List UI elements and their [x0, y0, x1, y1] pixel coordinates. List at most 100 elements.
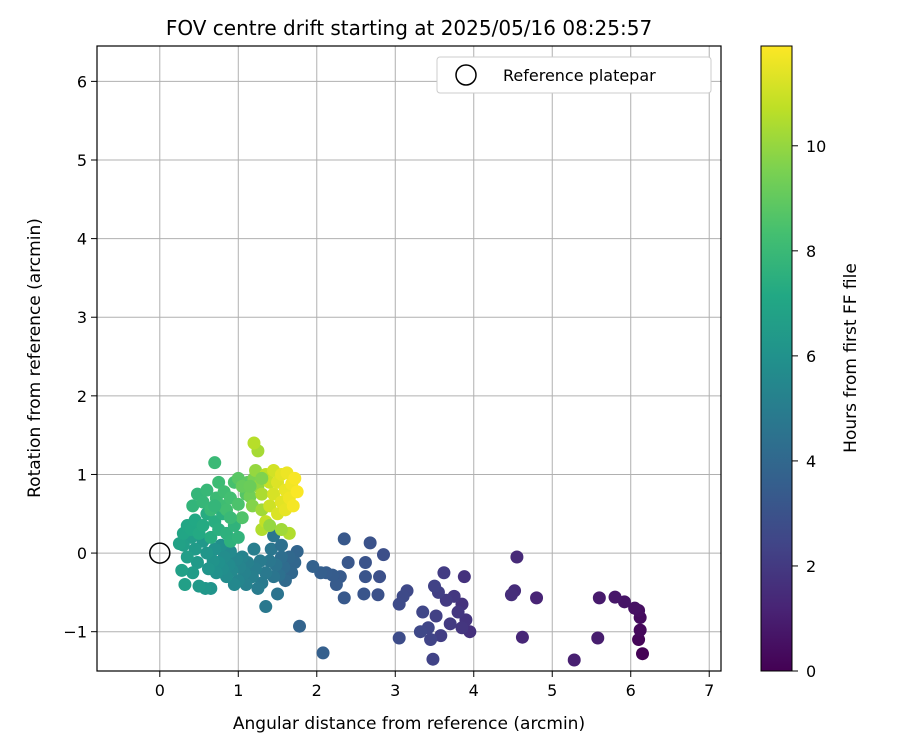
data-point [274, 538, 288, 552]
data-point [263, 554, 277, 568]
data-point [227, 578, 241, 592]
data-point [437, 566, 451, 580]
y-axis-ticks: −1 0 1 2 3 4 5 6 [63, 72, 97, 642]
data-point [271, 587, 285, 601]
data-point [208, 499, 222, 513]
colorbar-tick-label: 6 [806, 347, 816, 366]
x-tick-label: 3 [390, 681, 400, 700]
grid-lines [97, 46, 721, 671]
data-point [592, 591, 606, 605]
y-tick-label: 4 [77, 230, 87, 249]
x-tick-label: 7 [704, 681, 714, 700]
data-point [358, 556, 372, 570]
data-point [337, 532, 351, 546]
y-tick-label: 3 [77, 308, 87, 327]
data-point [290, 485, 304, 499]
y-tick-label: −1 [63, 623, 87, 642]
data-point [247, 542, 261, 556]
data-point [504, 588, 518, 602]
data-point [223, 511, 237, 525]
legend-box [436, 56, 712, 94]
data-point [337, 591, 351, 605]
x-axis-label: Angular distance from reference (arcmin) [233, 714, 585, 734]
data-point [190, 556, 204, 570]
data-point [178, 578, 192, 592]
data-point [455, 621, 469, 635]
data-point [243, 479, 257, 493]
data-point [357, 587, 371, 601]
data-point [186, 499, 200, 513]
colorbar-tick-label: 8 [806, 242, 816, 261]
data-point [200, 546, 214, 560]
data-point [530, 591, 544, 605]
data-point [443, 617, 457, 631]
data-point [264, 542, 278, 556]
x-axis-ticks: 0 1 2 3 4 5 6 7 [155, 671, 714, 700]
colorbar-tick-label: 0 [806, 662, 816, 681]
data-point [510, 550, 524, 564]
legend-label: Reference platepar [503, 66, 656, 85]
data-point [231, 497, 245, 511]
x-tick-label: 6 [626, 681, 636, 700]
data-point [515, 630, 529, 644]
data-point [429, 609, 443, 623]
data-point [235, 511, 249, 525]
data-point [371, 588, 385, 602]
data-point [255, 471, 269, 485]
data-point [363, 536, 377, 550]
x-tick-label: 2 [312, 681, 322, 700]
data-point [208, 456, 222, 470]
data-point [392, 597, 406, 611]
legend: Reference platepar [436, 56, 712, 94]
y-tick-label: 1 [77, 465, 87, 484]
data-point [636, 647, 650, 661]
data-point [172, 537, 186, 551]
colorbar [760, 45, 793, 672]
data-point [204, 530, 218, 544]
y-tick-label: 0 [77, 544, 87, 563]
data-point [175, 563, 189, 577]
data-point [201, 562, 215, 576]
data-point [288, 471, 302, 485]
data-point [424, 633, 438, 647]
data-point [259, 600, 273, 614]
chart-title: FOV centre drift starting at 2025/05/16 … [166, 16, 652, 40]
x-tick-label: 0 [155, 681, 165, 700]
data-point [286, 499, 300, 513]
colorbar-tick-label: 10 [806, 137, 826, 156]
data-point [267, 487, 281, 501]
data-point [247, 436, 261, 450]
data-point [180, 550, 194, 564]
data-point [591, 631, 605, 645]
data-point [255, 487, 269, 501]
y-tick-label: 2 [77, 387, 87, 406]
data-point [633, 623, 647, 637]
data-point [274, 522, 288, 536]
data-point [413, 625, 427, 639]
x-tick-label: 4 [469, 681, 479, 700]
data-points [172, 436, 650, 667]
data-point [628, 601, 642, 615]
data-point [251, 581, 265, 595]
data-point [200, 483, 214, 497]
data-point [373, 570, 387, 584]
data-point [358, 570, 372, 584]
colorbar-label: Hours from first FF file [841, 263, 861, 453]
data-point [306, 559, 320, 573]
data-point [293, 619, 307, 633]
data-point [186, 566, 200, 580]
data-point [416, 605, 430, 619]
data-point [608, 590, 622, 604]
data-point [428, 579, 442, 593]
data-point [376, 548, 390, 562]
data-point [188, 542, 202, 556]
data-point [196, 495, 210, 509]
colorbar-ticks: 0 2 4 6 8 10 [792, 137, 826, 681]
data-point [196, 519, 210, 533]
data-point [451, 605, 465, 619]
data-point [231, 530, 245, 544]
data-point [263, 519, 277, 533]
data-point [259, 566, 273, 580]
data-point [439, 593, 453, 607]
